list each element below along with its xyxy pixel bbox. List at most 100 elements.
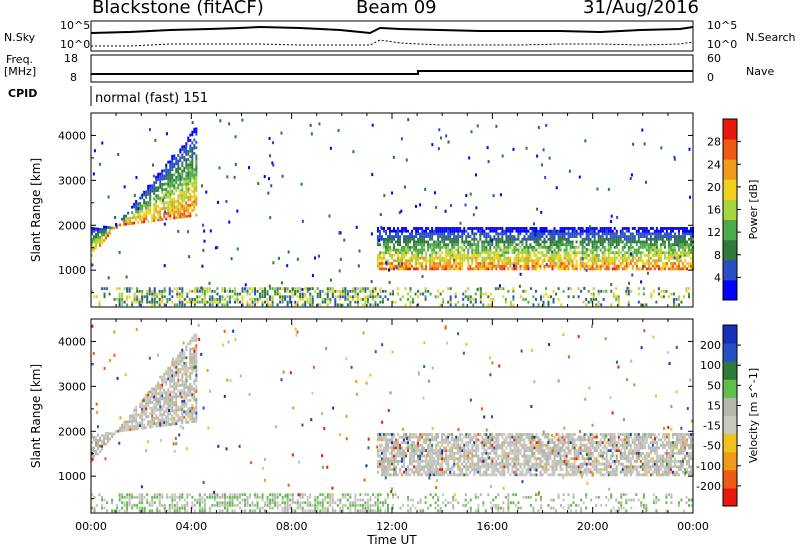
echo-cell bbox=[161, 177, 164, 181]
echo-cell bbox=[527, 300, 530, 304]
echo-cell bbox=[412, 300, 415, 304]
echo-cell bbox=[685, 289, 688, 293]
echo-cell bbox=[487, 227, 490, 230]
echo-cell bbox=[627, 254, 630, 257]
echo-cell bbox=[515, 441, 518, 444]
echo-cell bbox=[647, 267, 650, 271]
echo-cell bbox=[535, 441, 538, 444]
echo-cell bbox=[187, 187, 190, 191]
echo-cell bbox=[475, 256, 478, 260]
echo-cell bbox=[380, 457, 383, 461]
echo-cell bbox=[471, 454, 474, 458]
echo-cell bbox=[519, 462, 522, 466]
echo-cell bbox=[195, 200, 198, 204]
echo-cell bbox=[437, 256, 440, 260]
echo-cell bbox=[627, 256, 630, 260]
echo-cell bbox=[563, 248, 566, 252]
echo-cell bbox=[195, 154, 198, 158]
echo-cell bbox=[171, 160, 174, 164]
echo-cell bbox=[501, 468, 504, 471]
echo-cell bbox=[188, 255, 191, 259]
echo-cell bbox=[513, 237, 516, 241]
echo-cell bbox=[527, 433, 530, 436]
echo-cell bbox=[191, 339, 194, 343]
echo-cell bbox=[139, 416, 142, 419]
echo-cell bbox=[527, 254, 530, 257]
echo-cell bbox=[471, 449, 474, 453]
echo-cell bbox=[471, 251, 474, 255]
echo-cell bbox=[388, 460, 391, 463]
echo-cell bbox=[441, 438, 444, 442]
echo-cell bbox=[545, 264, 548, 268]
echo-cell bbox=[577, 287, 580, 291]
echo-cell bbox=[523, 451, 526, 455]
echo-cell bbox=[465, 256, 468, 260]
echo-cell bbox=[523, 245, 526, 249]
echo-cell bbox=[517, 262, 520, 265]
echo-cell bbox=[107, 276, 110, 280]
echo-cell bbox=[149, 200, 152, 204]
echo-cell bbox=[159, 177, 162, 181]
echo-cell bbox=[507, 460, 510, 463]
echo-cell bbox=[655, 227, 658, 230]
echo-cell bbox=[179, 150, 182, 154]
echo-cell bbox=[453, 451, 456, 455]
echo-cell bbox=[655, 243, 658, 247]
echo-cell bbox=[185, 402, 188, 405]
echo-cell bbox=[549, 473, 552, 477]
echo-cell bbox=[525, 443, 528, 447]
echo-cell bbox=[405, 264, 408, 268]
echo-cell bbox=[527, 462, 530, 466]
echo-cell bbox=[455, 438, 458, 442]
echo-cell bbox=[405, 240, 408, 244]
echo-cell bbox=[286, 300, 289, 304]
echo-cell bbox=[461, 470, 464, 474]
echo-cell bbox=[433, 468, 436, 471]
echo-cell bbox=[169, 409, 172, 413]
echo-cell bbox=[435, 229, 438, 233]
echo-cell bbox=[405, 227, 408, 230]
echo-cell bbox=[339, 295, 342, 299]
echo-cell bbox=[185, 171, 188, 175]
echo-cell bbox=[146, 292, 149, 296]
echo-cell bbox=[503, 254, 506, 257]
echo-cell bbox=[685, 287, 688, 291]
echo-cell bbox=[561, 237, 564, 241]
echo-cell bbox=[611, 262, 614, 265]
echo-cell bbox=[543, 462, 546, 466]
echo-cell bbox=[555, 240, 558, 244]
echo-cell bbox=[145, 214, 148, 218]
echo-cell bbox=[135, 405, 138, 409]
echo-cell bbox=[657, 259, 660, 263]
echo-cell bbox=[183, 356, 186, 360]
echo-cell bbox=[593, 240, 596, 244]
echo-cell bbox=[487, 254, 490, 257]
echo-cell bbox=[411, 454, 414, 458]
echo-cell bbox=[475, 443, 478, 447]
echo-cell bbox=[261, 295, 264, 299]
echo-cell bbox=[176, 295, 179, 299]
echo-cell bbox=[380, 462, 383, 466]
echo-cell bbox=[97, 444, 100, 448]
echo-cell bbox=[169, 417, 172, 421]
echo-cell bbox=[425, 433, 428, 436]
echo-cell bbox=[553, 251, 556, 255]
echo-cell bbox=[284, 298, 287, 301]
echo-cell bbox=[392, 155, 395, 159]
echo-cell bbox=[465, 449, 468, 453]
echo-cell bbox=[625, 292, 628, 296]
echo-cell bbox=[536, 154, 539, 158]
echo-cell bbox=[445, 267, 448, 271]
echo-cell bbox=[185, 204, 188, 208]
echo-cell bbox=[183, 415, 186, 419]
echo-cell bbox=[529, 454, 532, 458]
echo-cell bbox=[123, 420, 126, 424]
echo-cell bbox=[341, 287, 344, 291]
echo-cell bbox=[169, 198, 172, 201]
echo-cell bbox=[483, 256, 486, 260]
echo-cell bbox=[403, 240, 406, 244]
echo-cell bbox=[523, 465, 526, 469]
echo-cell bbox=[503, 468, 506, 471]
echo-cell bbox=[388, 457, 391, 461]
echo-cell bbox=[167, 399, 170, 402]
